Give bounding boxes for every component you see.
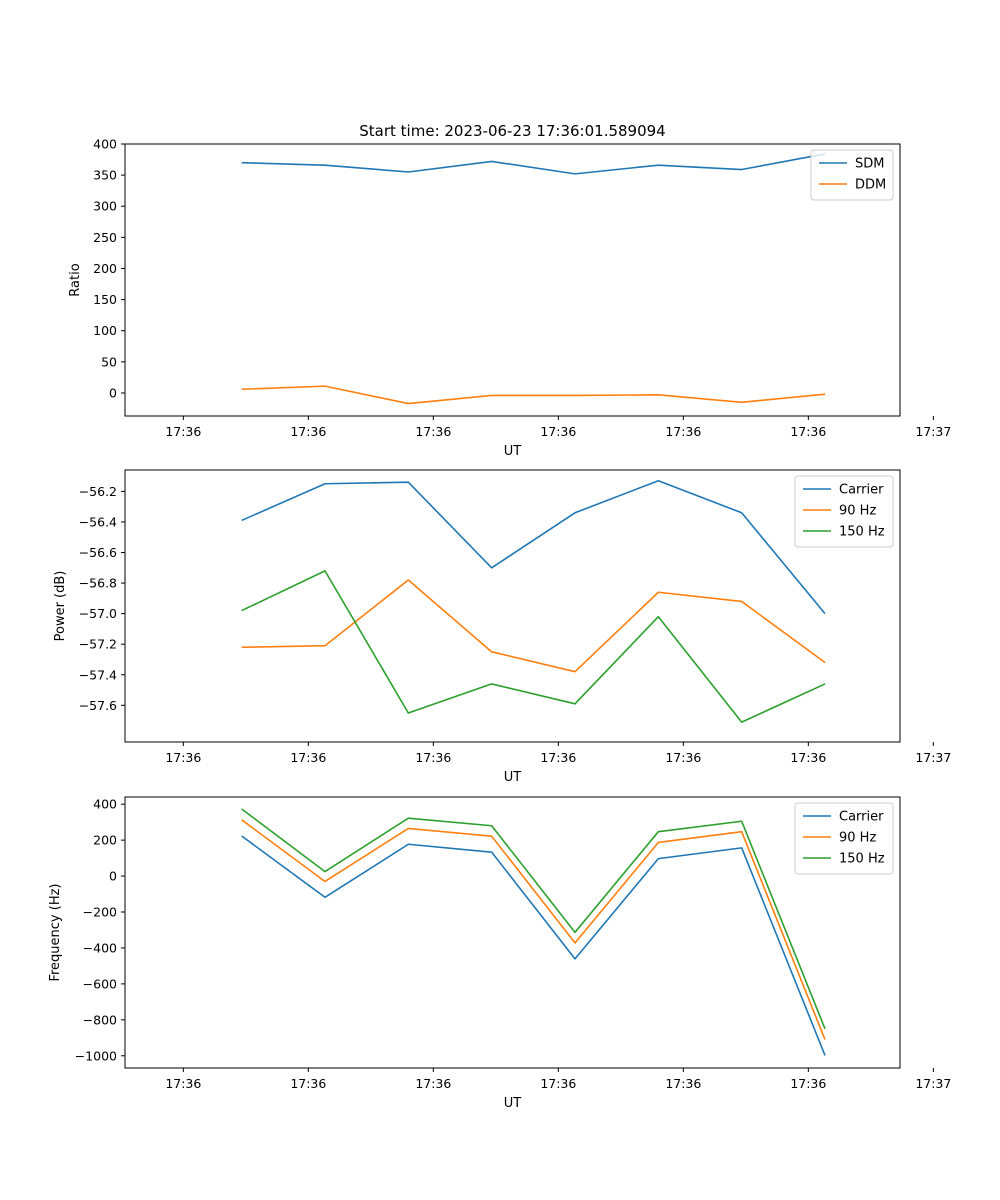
x-tick-label: 17:36 <box>290 750 326 765</box>
chart-panel-2: 17:36 17:36 17:36 17:36 17:36 17:36 17:37 −57.6… <box>53 469 951 785</box>
y-tick-label: −56.4 <box>79 514 117 529</box>
y-tick-label: −56.6 <box>79 545 117 560</box>
y-tick-label: 0 <box>109 869 117 884</box>
y-tick-label: 50 <box>101 354 117 369</box>
legend-label: SDM <box>855 157 884 172</box>
y-tick-label: 0 <box>109 385 117 400</box>
y-tick-label: −400 <box>83 940 117 955</box>
series-line-sdm <box>241 153 826 175</box>
legend-label: 150 Hz <box>839 525 885 540</box>
x-tick-label: 17:36 <box>165 1076 201 1091</box>
figure-title: Start time: 2023-06-23 17:36:01.589094 <box>359 122 665 140</box>
x-tick-label: 17:36 <box>415 424 451 439</box>
series-line-carrier <box>241 479 826 615</box>
series-line-90-hz <box>241 819 826 1040</box>
x-tick-label: 17:36 <box>540 424 576 439</box>
y-tick-label: −57.4 <box>79 667 117 682</box>
x-tick-label: 17:36 <box>665 424 701 439</box>
y-tick-label: 350 <box>93 168 117 183</box>
y-axis-label: Frequency (Hz) <box>48 883 63 981</box>
y-tick-label: −57.2 <box>79 637 117 652</box>
x-tick-label: 17:36 <box>290 1076 326 1091</box>
legend: Carrier 90 Hz 150 Hz <box>794 802 894 875</box>
axes-frame <box>124 469 901 743</box>
legend-box <box>794 802 894 875</box>
x-axis-label: UT <box>504 444 522 459</box>
x-tick-label: 17:37 <box>915 424 951 439</box>
chart-panel-1: 17:36 17:36 17:36 17:36 17:36 17:36 17:37 0 50 10… <box>68 137 951 460</box>
axes-frame <box>124 796 901 1069</box>
y-tick-label: −57.6 <box>79 698 117 713</box>
x-tick-label: 17:36 <box>790 424 826 439</box>
series-line-150-hz <box>241 570 826 723</box>
y-tick-label: −200 <box>83 905 117 920</box>
x-tick-label: 17:36 <box>665 750 701 765</box>
axes-frame <box>124 143 901 417</box>
legend-label: 150 Hz <box>839 852 885 867</box>
series-line-carrier <box>241 835 826 1056</box>
x-tick-label: 17:36 <box>790 1076 826 1091</box>
y-tick-label: −56.8 <box>79 576 117 591</box>
series-line-90-hz <box>241 579 826 673</box>
y-tick-label: −600 <box>83 976 117 991</box>
legend: Carrier 90 Hz 150 Hz <box>794 475 894 548</box>
x-tick-label: 17:36 <box>415 750 451 765</box>
legend-label: Carrier <box>839 483 884 498</box>
y-tick-label: 100 <box>93 323 117 338</box>
legend: SDM DDM <box>810 149 894 201</box>
legend-label: 90 Hz <box>839 831 876 846</box>
x-axis-label: UT <box>504 1096 522 1111</box>
x-tick-label: 17:36 <box>165 424 201 439</box>
y-axis-label: Ratio <box>68 263 83 296</box>
series-line-150-hz <box>241 808 826 1030</box>
chart-panel-3: 17:36 17:36 17:36 17:36 17:36 17:36 17:37 −1000… <box>48 796 951 1111</box>
y-tick-label: 300 <box>93 199 117 214</box>
y-tick-label: 150 <box>93 292 117 307</box>
x-axis-label: UT <box>504 770 522 785</box>
y-tick-label: 400 <box>93 137 117 152</box>
x-tick-label: 17:36 <box>415 1076 451 1091</box>
y-tick-label: 250 <box>93 230 117 245</box>
y-tick-label: 200 <box>93 833 117 848</box>
y-tick-label: −56.2 <box>79 484 117 499</box>
legend-label: 90 Hz <box>839 504 876 519</box>
series-line-ddm <box>241 385 826 405</box>
legend-label: Carrier <box>839 810 884 825</box>
legend-label: DDM <box>855 178 886 193</box>
x-tick-label: 17:36 <box>665 1076 701 1091</box>
x-tick-label: 17:37 <box>915 1076 951 1091</box>
x-tick-label: 17:37 <box>915 750 951 765</box>
x-tick-label: 17:36 <box>290 424 326 439</box>
x-tick-label: 17:36 <box>540 1076 576 1091</box>
x-tick-label: 17:36 <box>790 750 826 765</box>
y-tick-label: 400 <box>93 797 117 812</box>
legend-box <box>794 475 894 548</box>
x-tick-label: 17:36 <box>165 750 201 765</box>
y-axis-label: Power (dB) <box>53 571 68 642</box>
y-tick-label: −1000 <box>75 1048 117 1063</box>
y-tick-label: −57.0 <box>79 606 117 621</box>
y-tick-label: −800 <box>83 1012 117 1027</box>
y-tick-label: 200 <box>93 261 117 276</box>
x-tick-label: 17:36 <box>540 750 576 765</box>
panels: 17:36 17:36 17:36 17:36 17:36 17:36 17:37 0 50 10… <box>48 137 951 1112</box>
